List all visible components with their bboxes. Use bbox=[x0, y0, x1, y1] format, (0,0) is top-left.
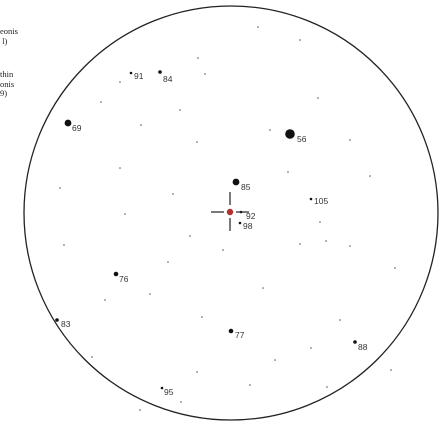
faint-star bbox=[299, 243, 301, 245]
faint-star bbox=[172, 193, 174, 195]
side-note-middle: thin onis 9) bbox=[0, 69, 15, 98]
faint-star bbox=[189, 235, 191, 237]
faint-star bbox=[100, 101, 102, 103]
star-105 bbox=[309, 197, 313, 201]
faint-star bbox=[180, 401, 182, 403]
star-76 bbox=[113, 271, 119, 277]
faint-star bbox=[91, 356, 93, 358]
star-label-88: 88 bbox=[358, 342, 368, 352]
side-note-top: eonis l) bbox=[0, 26, 18, 46]
faint-star bbox=[59, 187, 61, 189]
faint-star bbox=[274, 359, 276, 361]
star-56 bbox=[285, 129, 295, 139]
faint-star bbox=[124, 213, 126, 215]
star-77 bbox=[228, 328, 234, 334]
faint-star bbox=[349, 245, 351, 247]
faint-star bbox=[287, 171, 289, 173]
faint-star bbox=[349, 139, 351, 141]
faint-star bbox=[262, 287, 264, 289]
faint-star bbox=[369, 175, 371, 177]
star-label-56: 56 bbox=[297, 134, 307, 144]
target-marker-icon bbox=[226, 208, 234, 216]
faint-star bbox=[167, 261, 169, 263]
faint-star bbox=[149, 293, 151, 295]
faint-star bbox=[319, 221, 321, 223]
star-95 bbox=[160, 386, 164, 390]
star-label-84: 84 bbox=[163, 74, 173, 84]
faint-star bbox=[299, 39, 301, 41]
faint-star bbox=[310, 347, 312, 349]
faint-star bbox=[63, 244, 65, 246]
faint-star bbox=[394, 267, 396, 269]
star-69 bbox=[64, 119, 72, 127]
faint-star bbox=[197, 57, 199, 59]
faint-star bbox=[119, 167, 121, 169]
star-98 bbox=[238, 221, 242, 225]
star-84 bbox=[158, 70, 162, 74]
star-label-69: 69 bbox=[72, 123, 82, 133]
faint-star bbox=[179, 109, 181, 111]
star-91 bbox=[129, 71, 133, 75]
faint-star bbox=[204, 73, 206, 75]
star-label-91: 91 bbox=[134, 71, 144, 81]
star-83 bbox=[55, 318, 59, 322]
faint-star bbox=[257, 26, 259, 28]
star-label-77: 77 bbox=[235, 330, 245, 340]
star-88 bbox=[353, 340, 357, 344]
star-label-98: 98 bbox=[243, 221, 253, 231]
faint-star bbox=[325, 240, 327, 242]
crosshair-icon bbox=[211, 192, 249, 231]
star-label-92: 92 bbox=[246, 211, 256, 221]
faint-star bbox=[104, 299, 106, 301]
faint-star bbox=[269, 129, 271, 131]
star-label-95: 95 bbox=[164, 387, 174, 397]
faint-star bbox=[140, 124, 142, 126]
faint-star bbox=[139, 409, 141, 411]
faint-star bbox=[222, 249, 224, 251]
faint-star bbox=[339, 319, 341, 321]
star-label-85: 85 bbox=[241, 182, 251, 192]
star-label-105: 105 bbox=[314, 196, 328, 206]
faint-star bbox=[201, 316, 203, 318]
faint-star bbox=[119, 81, 121, 83]
faint-star bbox=[196, 141, 198, 143]
faint-star bbox=[326, 386, 328, 388]
star-85 bbox=[232, 178, 240, 186]
faint-star-field bbox=[59, 26, 396, 411]
star-label-83: 83 bbox=[61, 319, 71, 329]
faint-star bbox=[390, 369, 392, 371]
star-label-76: 76 bbox=[119, 274, 129, 284]
faint-star bbox=[317, 97, 319, 99]
faint-star bbox=[249, 384, 251, 386]
faint-star bbox=[196, 371, 198, 373]
field-circle bbox=[23, 5, 439, 421]
